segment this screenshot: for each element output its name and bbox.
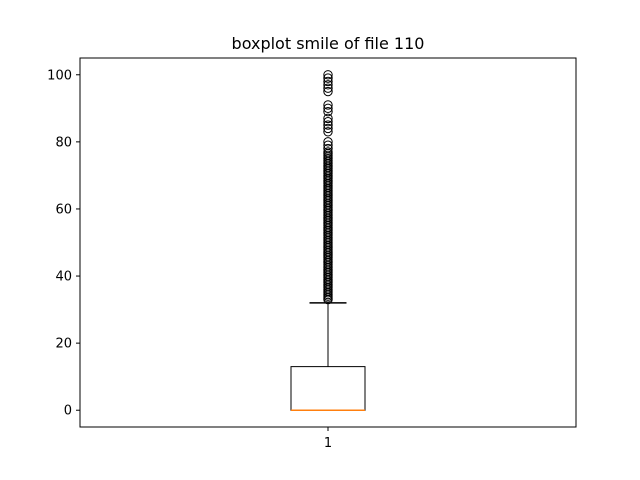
outlier-point <box>323 86 333 97</box>
outlier-point <box>323 143 333 154</box>
y-tick-label: 60 <box>55 202 72 217</box>
plot-frame <box>79 57 577 428</box>
outlier-point <box>323 100 333 110</box>
outlier-point <box>323 123 333 134</box>
y-tick-label: 20 <box>55 337 72 352</box>
y-tick-label: 40 <box>55 270 72 285</box>
chart-title: boxplot smile of file 110 <box>232 34 425 53</box>
outlier-point <box>323 113 333 124</box>
outlier-point <box>323 127 333 137</box>
outlier-point <box>323 120 333 130</box>
outlier-point <box>323 103 333 114</box>
outlier-point <box>323 147 333 157</box>
outlier-point <box>323 117 333 127</box>
outlier-point <box>323 70 333 80</box>
outlier-point <box>323 80 333 90</box>
outlier-point <box>323 140 333 150</box>
y-tick-label: 80 <box>55 135 72 150</box>
y-tick-label: 0 <box>64 404 72 419</box>
outlier-point <box>323 73 333 83</box>
outlier-point <box>323 137 333 147</box>
axes: 0 20 40 60 80 100 1 <box>47 68 332 451</box>
box-iqr <box>290 366 366 411</box>
outlier-point <box>323 83 333 93</box>
outlier-point <box>323 76 333 87</box>
plot-area <box>290 70 366 411</box>
y-tick-label: 100 <box>47 68 72 83</box>
outlier-point <box>323 106 333 117</box>
x-tick-label: 1 <box>324 436 332 451</box>
